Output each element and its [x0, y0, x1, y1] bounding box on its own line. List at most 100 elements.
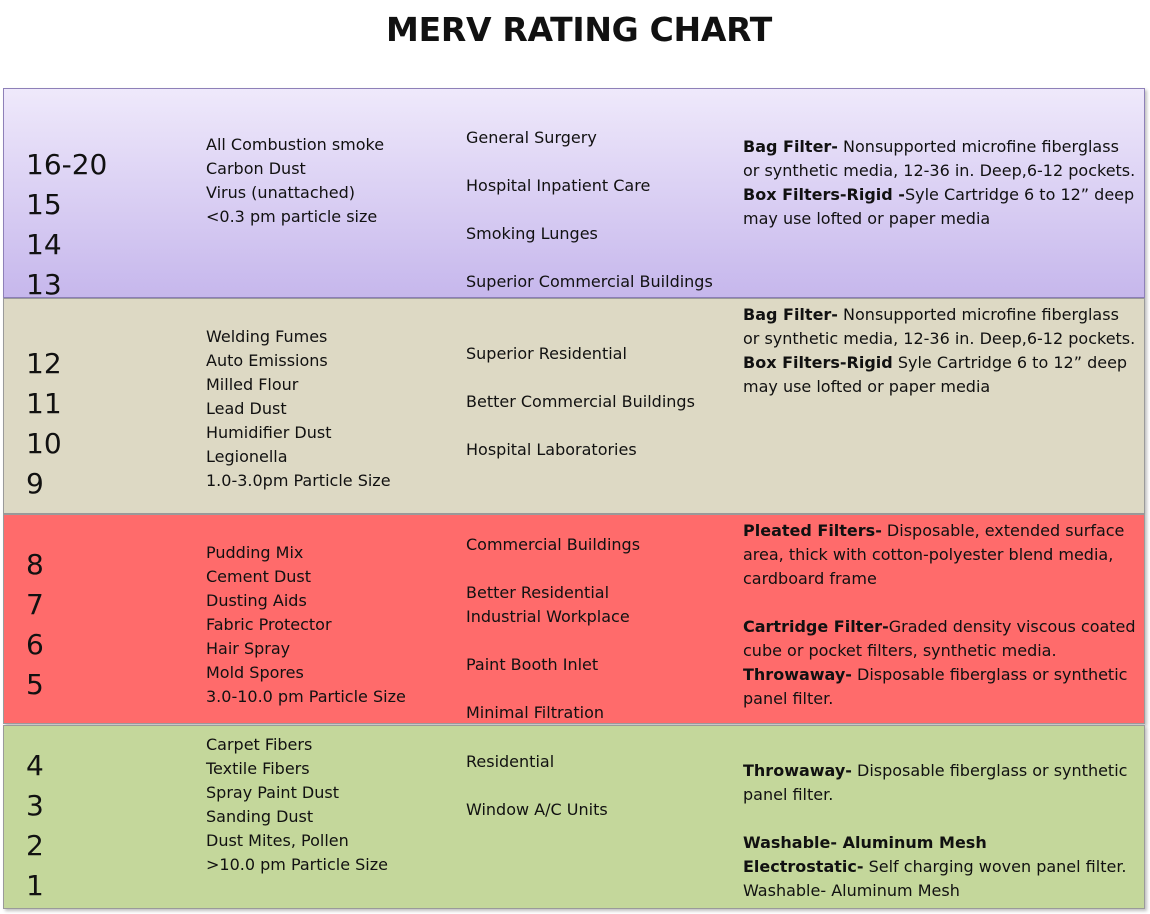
filter-name: Pleated Filters-	[743, 521, 882, 540]
merv-value: 16-20	[26, 148, 108, 181]
merv-value: 7	[26, 588, 44, 621]
merv-value: 1	[26, 869, 44, 902]
contaminants-list: Welding Fumes Auto Emissions Milled Flou…	[206, 325, 456, 493]
applications-list: Residential Window A/C Units	[466, 750, 736, 822]
merv-chart: 16-20 15 14 13 All Combustion smoke Carb…	[3, 88, 1145, 909]
filter-desc: Self charging woven panel filter.	[863, 857, 1127, 876]
merv-ratings: 12 11 10 9	[26, 344, 62, 504]
filter-name: Electrostatic-	[743, 857, 864, 876]
filter-entry: Throwaway- Disposable fiberglass or synt…	[743, 663, 1138, 711]
merv-value: 4	[26, 749, 44, 782]
contaminant: 1.0-3.0pm Particle Size	[206, 471, 391, 490]
merv-value: 14	[26, 228, 62, 261]
filter-entry: Cartridge Filter-Graded density viscous …	[743, 615, 1138, 663]
merv-value: 2	[26, 829, 44, 862]
contaminant: Carbon Dust	[206, 159, 306, 178]
merv-value: 11	[26, 387, 62, 420]
merv-ratings: 8 7 6 5	[26, 545, 44, 705]
applications-list: Superior Residential Better Commercial B…	[466, 342, 736, 462]
filter-entry: Bag Filter- Nonsupported microfine fiber…	[743, 135, 1138, 183]
merv-value: 6	[26, 628, 44, 661]
filter-name: Box Filters-Rigid -	[743, 185, 905, 204]
contaminant: Sanding Dust	[206, 807, 314, 826]
filter-types: Throwaway- Disposable fiberglass or synt…	[743, 759, 1138, 903]
contaminant: Pudding Mix	[206, 543, 304, 562]
contaminant: Legionella	[206, 447, 288, 466]
filter-desc: Washable- Aluminum Mesh	[743, 881, 960, 900]
merv-value: 3	[26, 789, 44, 822]
filter-entry: Electrostatic- Self charging woven panel…	[743, 855, 1138, 879]
filter-name: Bag Filter-	[743, 305, 838, 324]
application: Industrial Workplace	[466, 607, 630, 626]
merv-row-5-8: 8 7 6 5 Pudding Mix Cement Dust Dusting …	[3, 514, 1145, 724]
contaminant: Milled Flour	[206, 375, 299, 394]
application: Commercial Buildings	[466, 535, 641, 554]
filter-entry: Bag Filter- Nonsupported microfine fiber…	[743, 303, 1138, 351]
filter-types: Bag Filter- Nonsupported microfine fiber…	[743, 135, 1138, 231]
merv-row-13-20: 16-20 15 14 13 All Combustion smoke Carb…	[3, 88, 1145, 301]
filter-desc: Syle Cartridge 6 to 12” deep may use lof…	[743, 185, 1135, 228]
application: Minimal Filtration	[466, 703, 604, 722]
merv-row-1-4: 4 3 2 1 Carpet Fibers Textile Fibers Spr…	[3, 725, 1145, 909]
filter-entry: Washable- Aluminum Mesh	[743, 879, 1138, 903]
merv-value: 5	[26, 668, 44, 701]
contaminants-list: Pudding Mix Cement Dust Dusting Aids Fab…	[206, 541, 456, 709]
contaminant: Spray Paint Dust	[206, 783, 339, 802]
filter-name: Throwaway-	[743, 761, 852, 780]
application: Superior Commercial Buildings	[466, 272, 713, 291]
contaminant: Fabric Protector	[206, 615, 332, 634]
contaminant: Carpet Fibers	[206, 735, 313, 754]
filter-name: Washable- Aluminum Mesh	[743, 833, 987, 852]
merv-value: 10	[26, 427, 62, 460]
application: General Surgery	[466, 128, 597, 147]
contaminant: Dust Mites, Pollen	[206, 831, 349, 850]
contaminant: Hair Spray	[206, 639, 291, 658]
application: Hospital Laboratories	[466, 440, 637, 459]
applications-list: General Surgery Hospital Inpatient Care …	[466, 126, 736, 294]
filter-desc: Nonsupported microfine fiberglass or syn…	[743, 305, 1136, 348]
merv-value: 12	[26, 347, 62, 380]
merv-ratings: 16-20 15 14 13	[26, 145, 107, 305]
merv-ratings: 4 3 2 1	[26, 746, 44, 906]
filter-types: Pleated Filters- Disposable, extended su…	[743, 519, 1138, 711]
filter-entry: Pleated Filters- Disposable, extended su…	[743, 519, 1138, 591]
contaminant: >10.0 pm Particle Size	[206, 855, 388, 874]
merv-row-9-12: 12 11 10 9 Welding Fumes Auto Emissions …	[3, 298, 1145, 514]
contaminant: Welding Fumes	[206, 327, 328, 346]
filter-entry: Box Filters-Rigid -Syle Cartridge 6 to 1…	[743, 183, 1138, 231]
application: Better Residential	[466, 583, 610, 602]
contaminants-list: Carpet Fibers Textile Fibers Spray Paint…	[206, 733, 456, 877]
filter-types: Bag Filter- Nonsupported microfine fiber…	[743, 303, 1138, 399]
filter-desc: Graded density viscous coated cube or po…	[743, 617, 1136, 660]
merv-value: 9	[26, 467, 44, 500]
contaminant: Auto Emissions	[206, 351, 328, 370]
contaminants-list: All Combustion smoke Carbon Dust Virus (…	[206, 133, 456, 229]
contaminant: Lead Dust	[206, 399, 287, 418]
page-title: MERV RATING CHART	[386, 10, 772, 49]
merv-value: 15	[26, 188, 62, 221]
application: Residential	[466, 752, 555, 771]
contaminant: 3.0-10.0 pm Particle Size	[206, 687, 406, 706]
filter-entry: Throwaway- Disposable fiberglass or synt…	[743, 759, 1138, 807]
contaminant: All Combustion smoke	[206, 135, 385, 154]
filter-name: Bag Filter-	[743, 137, 838, 156]
filter-desc: Syle Cartridge 6 to 12” deep may use lof…	[743, 353, 1128, 396]
application: Paint Booth Inlet	[466, 655, 599, 674]
application: Hospital Inpatient Care	[466, 176, 651, 195]
contaminant: Virus (unattached)	[206, 183, 356, 202]
filter-name: Box Filters-Rigid	[743, 353, 893, 372]
contaminant: Textile Fibers	[206, 759, 310, 778]
merv-value: 8	[26, 548, 44, 581]
contaminant: Mold Spores	[206, 663, 304, 682]
applications-list: Commercial Buildings Better Residential …	[466, 533, 736, 725]
filter-desc: Nonsupported microfine fiberglass or syn…	[743, 137, 1136, 180]
application: Better Commercial Buildings	[466, 392, 695, 411]
filter-name: Throwaway-	[743, 665, 852, 684]
application: Smoking Lunges	[466, 224, 598, 243]
application: Superior Residential	[466, 344, 627, 363]
contaminant: Cement Dust	[206, 567, 312, 586]
filter-desc: Disposable, extended surface area, thick…	[743, 521, 1125, 588]
filter-desc: Disposable fiberglass or synthetic panel…	[743, 761, 1128, 804]
filter-name: Cartridge Filter-	[743, 617, 889, 636]
merv-value: 13	[26, 268, 62, 301]
